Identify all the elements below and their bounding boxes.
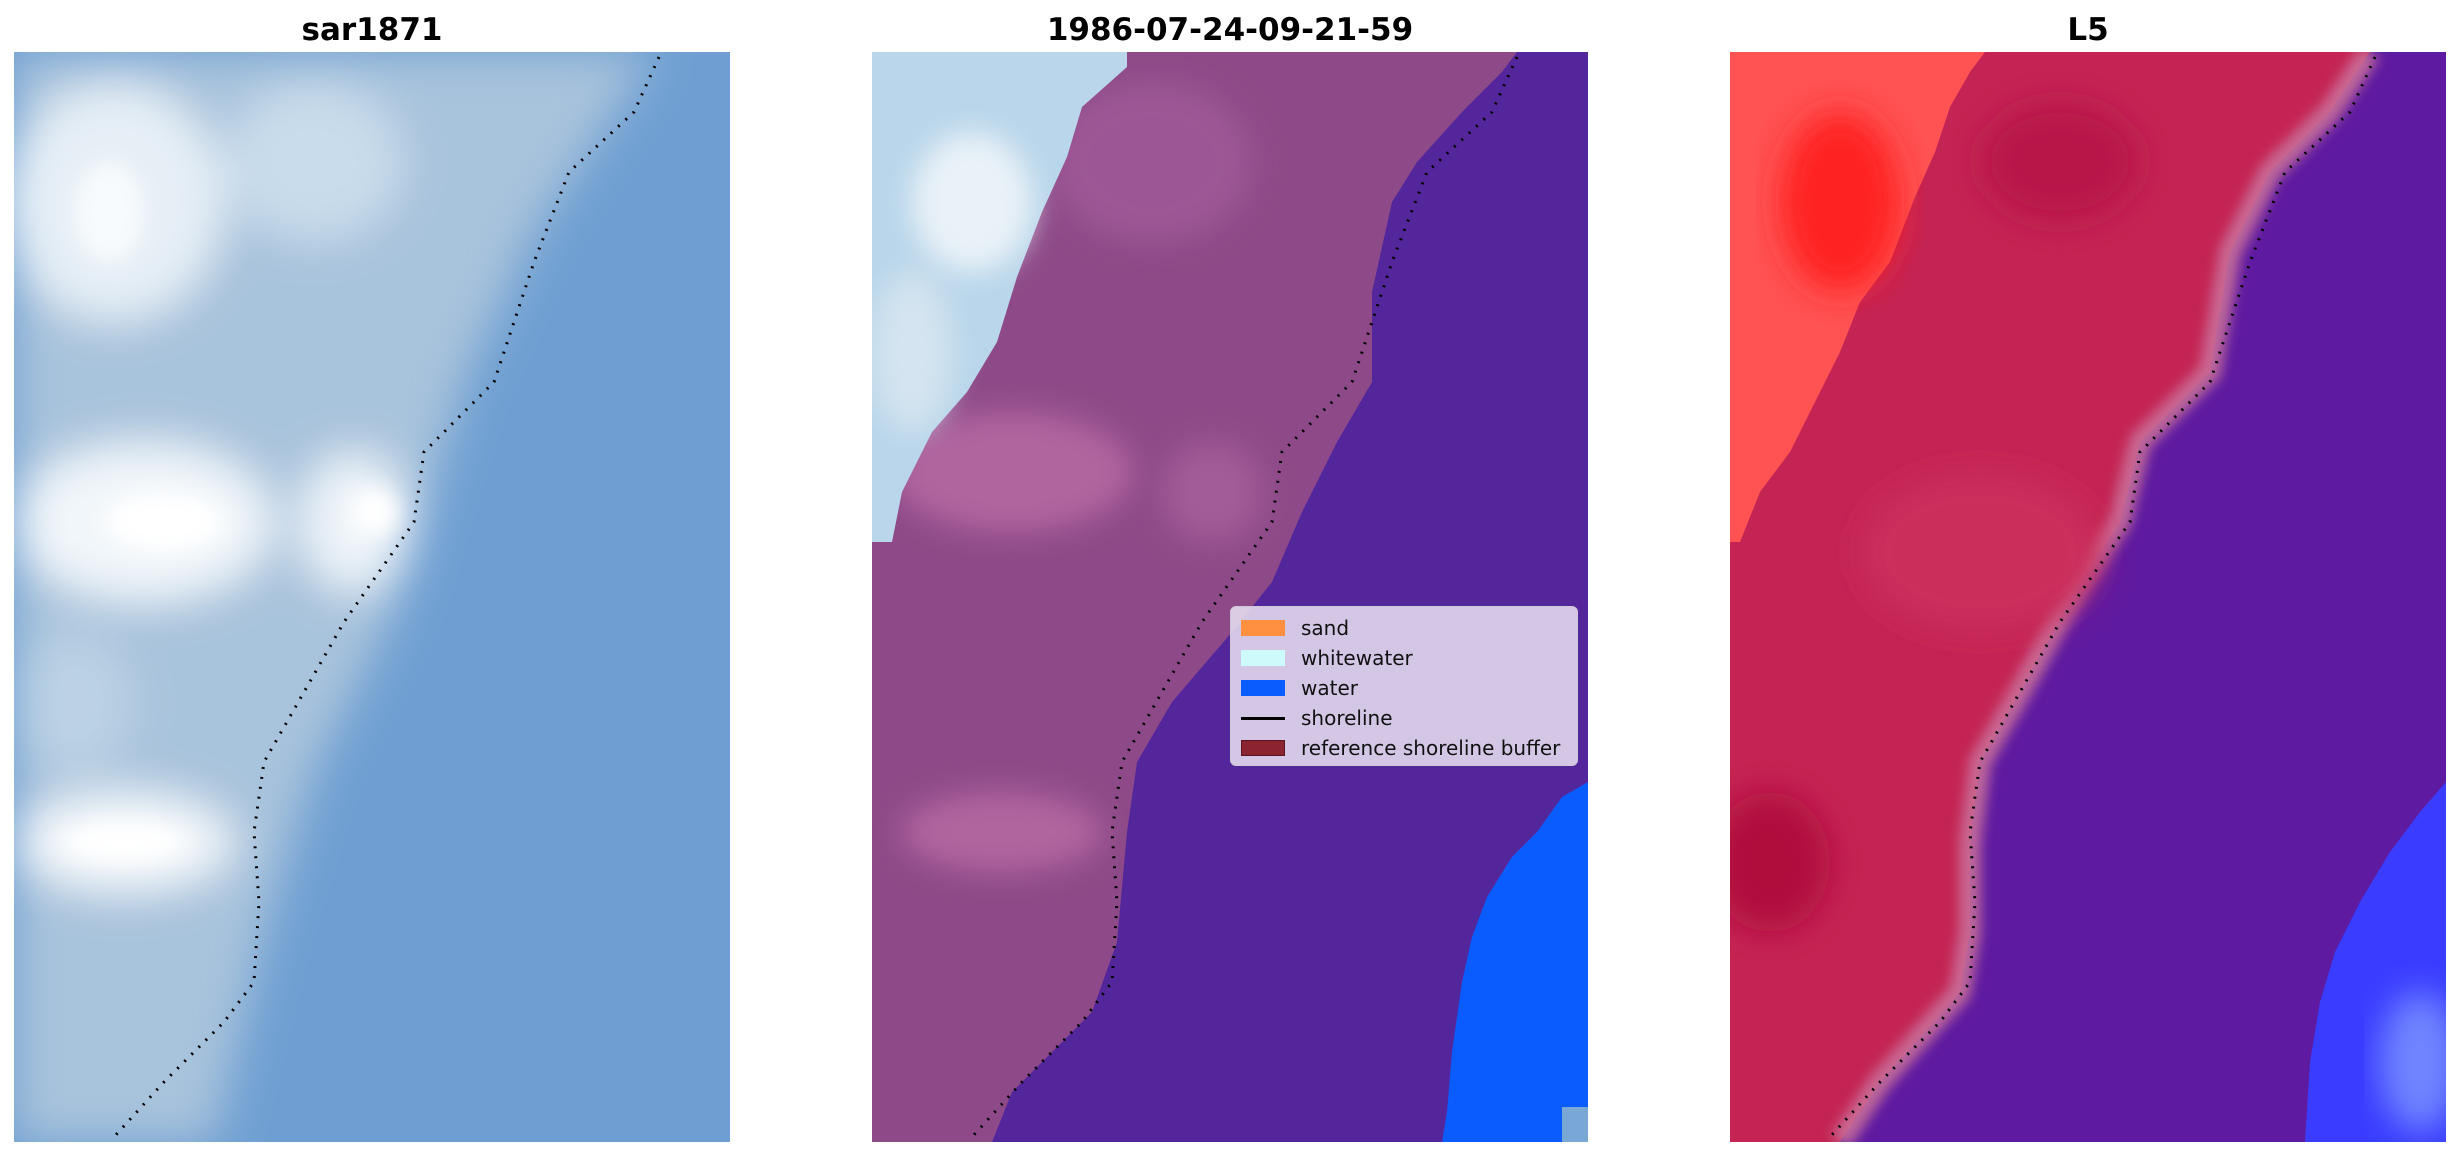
legend-item-shoreline: shoreline	[1241, 703, 1567, 733]
legend-item-sand: sand	[1241, 613, 1567, 643]
shoreline-swatch	[1241, 716, 1285, 720]
panel-title-2: 1986-07-24-09-21-59	[1046, 12, 1414, 48]
legend-item-water: water	[1241, 673, 1567, 703]
classification-image	[872, 52, 1588, 1142]
legend-label: whitewater	[1301, 646, 1413, 670]
panel-title-1: sar1871	[301, 12, 443, 48]
water-region	[1442, 782, 1588, 1142]
legend-label: sand	[1301, 616, 1350, 640]
water-swatch	[1241, 680, 1285, 696]
satellite-image-rgb	[14, 52, 730, 1142]
legend-label: reference shoreline buffer	[1301, 736, 1561, 760]
legend: sand whitewater water shoreline referenc…	[1230, 606, 1578, 766]
buffer-swatch	[1241, 740, 1285, 756]
legend-item-whitewater: whitewater	[1241, 643, 1567, 673]
sand-swatch	[1241, 620, 1285, 636]
legend-label: water	[1301, 676, 1358, 700]
whitewater-swatch	[1241, 650, 1285, 666]
surf-zone	[14, 52, 654, 1142]
legend-label: shoreline	[1301, 706, 1393, 730]
water-class-region	[992, 52, 1588, 1142]
panel-title-3: L5	[2067, 12, 2109, 48]
l5-probability-image	[1730, 52, 2446, 1142]
legend-item-buffer: reference shoreline buffer	[1241, 733, 1567, 763]
